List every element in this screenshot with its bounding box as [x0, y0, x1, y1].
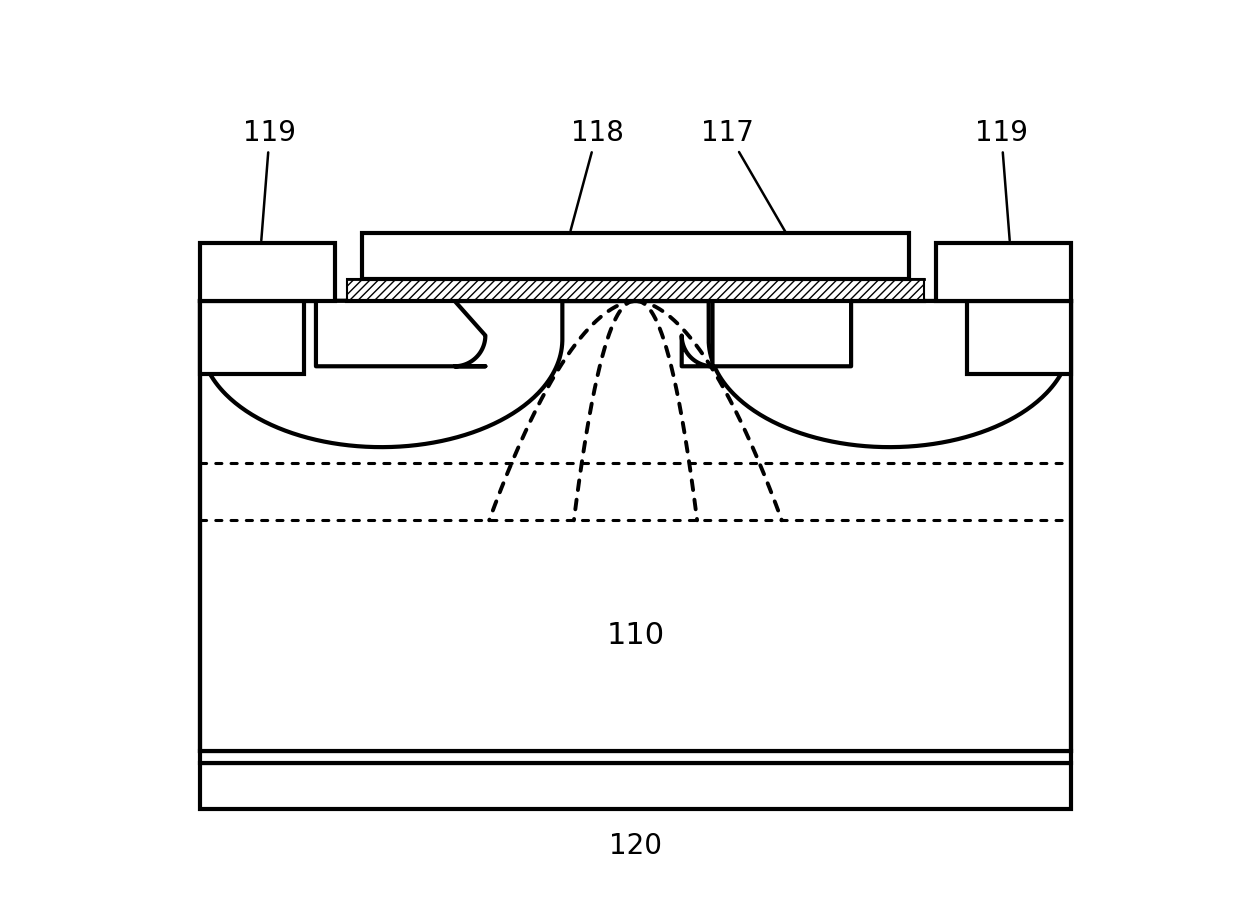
Polygon shape [316, 301, 485, 366]
Polygon shape [682, 301, 851, 366]
Polygon shape [201, 301, 563, 447]
Bar [967, 301, 1070, 374]
Bar [362, 233, 909, 279]
Text: 116: 116 [743, 324, 790, 348]
Polygon shape [708, 301, 1070, 447]
Text: 120: 120 [609, 833, 662, 860]
Bar [201, 301, 304, 374]
Bar [201, 243, 335, 301]
Bar [201, 762, 1070, 809]
Text: 118: 118 [570, 119, 624, 230]
Text: 114: 114 [918, 341, 970, 369]
Text: 117: 117 [702, 119, 799, 254]
Text: 114: 114 [301, 341, 353, 369]
Bar [936, 243, 1070, 301]
Text: 115: 115 [203, 324, 252, 348]
Text: 115: 115 [1019, 324, 1068, 348]
Bar [347, 279, 924, 301]
Text: 110: 110 [606, 621, 665, 650]
Text: A: A [647, 269, 665, 293]
Bar [201, 751, 1070, 762]
Text: 119: 119 [975, 119, 1028, 241]
Bar [201, 301, 1070, 751]
Text: 119: 119 [243, 119, 296, 241]
Text: 116: 116 [377, 324, 424, 348]
